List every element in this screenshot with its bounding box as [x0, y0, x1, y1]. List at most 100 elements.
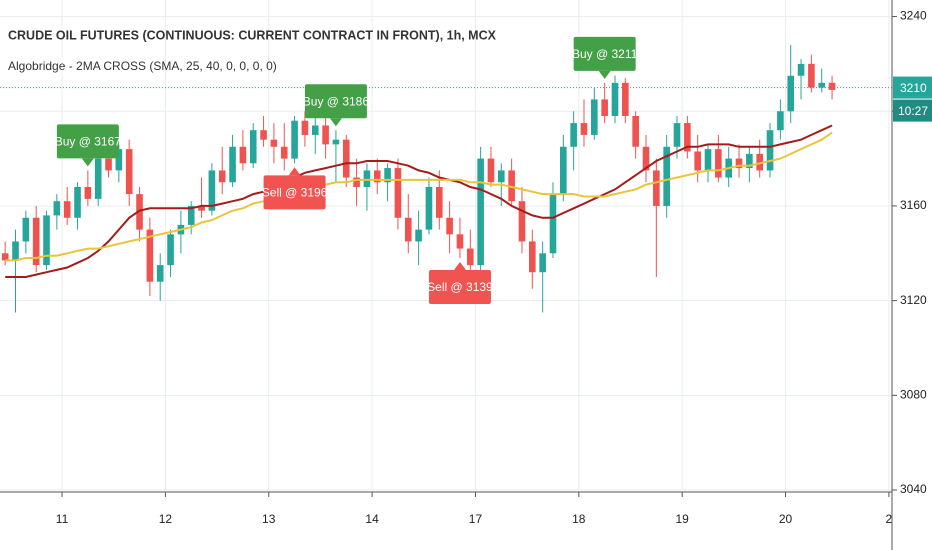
- x-tick-label: 12: [159, 512, 173, 526]
- candle-body: [508, 170, 515, 202]
- candle-body: [435, 187, 443, 218]
- candle-body: [653, 170, 660, 206]
- signal-box: [428, 270, 491, 305]
- candle-body: [684, 123, 691, 152]
- candle-body: [32, 217, 40, 266]
- candle-body: [528, 241, 536, 273]
- grid: [0, 0, 892, 491]
- candle-body: [570, 123, 577, 147]
- countdown-label: 10:27: [898, 104, 928, 118]
- axes: 3040308031203160320032401112131417181920…: [56, 9, 932, 526]
- moving-average-line: [5, 131, 833, 262]
- signal-box: [573, 36, 636, 71]
- candle-body: [280, 146, 288, 159]
- signal-label: Sell @ 3139: [427, 262, 493, 305]
- candle-body: [363, 170, 371, 188]
- candle-body: [632, 115, 639, 147]
- candle-body: [322, 125, 329, 145]
- candle-body: [539, 253, 546, 273]
- signal-box: [56, 124, 119, 159]
- candle-body: [301, 120, 309, 135]
- candle-body: [146, 229, 154, 282]
- candle-body: [673, 123, 681, 147]
- candle-body: [797, 63, 805, 76]
- candle-body: [456, 234, 464, 249]
- signal-pointer: [81, 158, 94, 167]
- candle-body: [373, 170, 381, 183]
- y-tick-label: 3080: [900, 387, 927, 401]
- signal-pointer: [598, 70, 611, 79]
- x-tick-label: 18: [572, 512, 586, 526]
- candle-body: [766, 130, 774, 171]
- signal-text: Buy @ 3211: [572, 47, 638, 61]
- candle-body: [580, 123, 588, 135]
- x-tick-label: 14: [365, 512, 379, 526]
- y-tick-label: 3160: [900, 198, 927, 212]
- candle-body: [446, 217, 453, 235]
- last-price-box: [893, 76, 932, 99]
- candle-body: [187, 205, 195, 225]
- candle-body: [394, 168, 402, 218]
- signal-text: Sell @ 3139: [427, 280, 493, 294]
- candle-body: [549, 194, 557, 254]
- signal-label: Buy @ 3167: [55, 124, 122, 167]
- candle-body: [229, 146, 236, 183]
- candle-body: [198, 205, 205, 211]
- candle-body: [828, 82, 836, 90]
- signal-label: Buy @ 3186: [303, 84, 370, 127]
- candle-body: [43, 215, 50, 266]
- candle-body: [735, 158, 743, 169]
- candle-body: [415, 229, 422, 242]
- candle-body: [808, 63, 815, 88]
- candle-body: [425, 187, 433, 230]
- candle-body: [156, 265, 164, 282]
- candle-body: [63, 201, 71, 218]
- candle-body: [105, 158, 112, 171]
- candle-body: [715, 149, 722, 178]
- candle-body: [477, 158, 484, 266]
- y-tick-label: 3240: [900, 9, 927, 23]
- candle-body: [601, 99, 608, 116]
- signal-text: Buy @ 3167: [55, 135, 122, 149]
- last-price-label: 3210: [900, 81, 927, 95]
- candle-body: [694, 151, 701, 171]
- candle-body: [1, 253, 9, 261]
- candle-body: [125, 149, 133, 195]
- candle-body: [487, 158, 495, 183]
- candle-body: [167, 234, 174, 266]
- candle-body: [611, 82, 619, 116]
- candle-body: [342, 139, 350, 178]
- signal-label: Sell @ 3196: [262, 167, 328, 210]
- candle-body: [777, 111, 784, 131]
- candle-body: [332, 139, 340, 145]
- candle-body: [663, 146, 670, 206]
- candle-body: [404, 217, 412, 242]
- x-tick-label: 2: [886, 512, 893, 526]
- candle-body: [291, 120, 298, 159]
- candle-body: [239, 146, 247, 164]
- candle-body: [84, 187, 92, 199]
- candle-body: [642, 146, 650, 171]
- x-tick-label: 13: [262, 512, 276, 526]
- candle-body: [270, 139, 278, 147]
- candle-body: [249, 130, 257, 164]
- signal-box: [263, 175, 326, 210]
- candle-body: [466, 248, 474, 266]
- candle-body: [53, 201, 61, 216]
- signal-text: Buy @ 3186: [303, 94, 370, 108]
- signal-pointer: [288, 167, 301, 176]
- candle-body: [622, 82, 629, 116]
- signal-text: Sell @ 3196: [262, 186, 328, 200]
- candle-body: [311, 125, 319, 135]
- signal-label: Buy @ 3211: [572, 36, 638, 79]
- signal-box: [304, 84, 367, 119]
- candle-body: [218, 170, 226, 183]
- x-tick-label: 11: [56, 512, 69, 526]
- y-tick-label: 3040: [900, 482, 927, 496]
- candle-body: [353, 177, 360, 188]
- candle-body: [746, 153, 753, 169]
- x-tick-label: 17: [469, 512, 483, 526]
- indicator-label: Algobridge - 2MA CROSS (SMA, 25, 40, 0, …: [8, 59, 277, 73]
- signal-pointer: [453, 262, 466, 271]
- candle-body: [591, 99, 598, 135]
